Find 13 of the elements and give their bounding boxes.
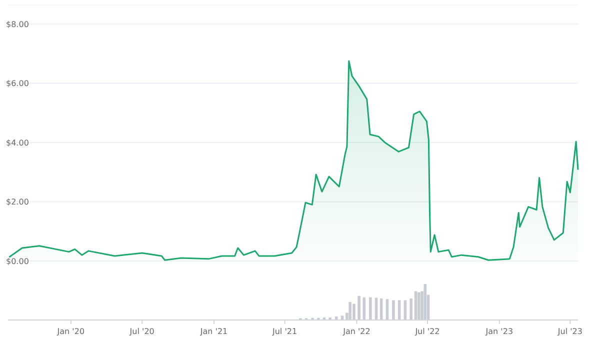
y-tick-label: $4.00 [6,138,29,148]
x-tick-label: Jan '23 [484,327,514,336]
y-tick-label: $2.00 [6,198,29,207]
x-tick-label: Jul '22 [414,327,440,336]
x-tick-label: Jan '21 [199,327,228,336]
x-tick-label: Jul '23 [556,327,582,336]
x-tick-label: Jan '22 [342,327,370,336]
y-tick-label: $8.00 [6,20,29,29]
y-tick-label: $0.00 [6,256,29,266]
y-tick-label: $6.00 [6,79,29,88]
x-tick-label: Jul '20 [128,327,154,336]
x-tick-label: Jul '21 [272,327,298,336]
x-tick-label: Jan '20 [56,327,85,336]
